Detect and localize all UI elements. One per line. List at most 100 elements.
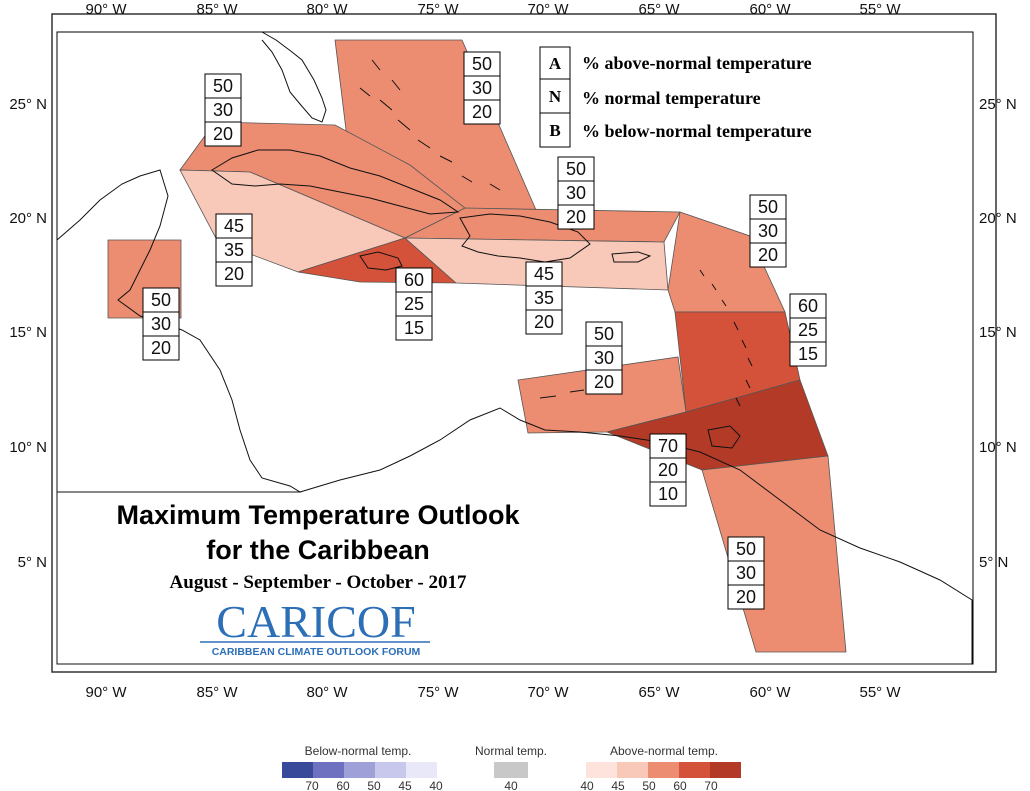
legend-above-label-40: 40: [580, 779, 594, 791]
key-letter-N: N: [549, 87, 562, 106]
lon-label-top-55: 55° W: [859, 1, 901, 18]
bahamas-islands: [359, 59, 501, 191]
key-letter-B: B: [549, 121, 560, 140]
trinidad-island: [707, 425, 741, 449]
lon-label-bottom-85: 85° W: [196, 684, 238, 701]
prob-value-guianas-A: 50: [736, 539, 756, 559]
prob-value-cuba-B: 20: [213, 124, 233, 144]
lon-label-bottom-65: 65° W: [638, 684, 680, 701]
prob-cell-belize-A: [142, 287, 180, 313]
prob-value-jamaica-N: 25: [404, 294, 424, 314]
logo-subtitle: CARIBBEAN CLIMATE OUTLOOK FORUM: [212, 646, 421, 658]
prob-value-bahamas-A: 50: [472, 54, 492, 74]
lon-label-bottom-60: 60° W: [749, 684, 791, 701]
outlook-zones: [107, 39, 847, 653]
lon-label-bottom-55: 55° W: [859, 684, 901, 701]
lat-label-left-10: 10° N: [9, 439, 47, 456]
legend-above-60: [679, 762, 710, 778]
prob-cell-trinidad-tobago-N: [649, 457, 687, 483]
prob-cell-northern-leewards-A: [749, 194, 787, 220]
legend-below-title: Below-normal temp.: [305, 744, 412, 758]
key-text-below: % below-normal temperature: [582, 121, 812, 141]
key-B-cell: [539, 112, 571, 148]
lon-label-bottom-70: 70° W: [527, 684, 569, 701]
lesser-antilles-islands: [699, 269, 753, 407]
prob-value-belize-A: 50: [151, 290, 171, 310]
lat-label-right-5: 5° N: [979, 554, 1008, 571]
legend-above-40: [586, 762, 617, 778]
prob-cell-guianas-N: [727, 560, 765, 586]
prob-cell-turks-caicos-B: [557, 204, 595, 230]
prob-cell-hispaniola-puerto-rico-A: [525, 261, 563, 287]
puerto-rico-outline: [611, 251, 652, 263]
legend-below-45: [375, 762, 406, 778]
prob-value-guianas-N: 30: [736, 563, 756, 583]
prob-cell-turks-caicos-A: [557, 156, 595, 182]
lat-label-left-15: 15° N: [9, 324, 47, 341]
legend-below-label-45: 45: [398, 779, 412, 791]
prob-cell-northern-leewards-B: [749, 242, 787, 268]
prob-cell-windwards-B: [789, 341, 827, 367]
prob-value-cayman-N: 35: [224, 240, 244, 260]
key-N-cell: [539, 78, 571, 114]
legend-above-label-45: 45: [611, 779, 625, 791]
prob-cell-hispaniola-puerto-rico-B: [525, 309, 563, 335]
lat-label-right-10: 10° N: [979, 439, 1017, 456]
legend-above-70: [710, 762, 741, 778]
legend-normal-40: [494, 762, 528, 778]
legend-above-50: [648, 762, 679, 778]
lon-label-top-65: 65° W: [638, 1, 680, 18]
lon-label-top-90: 90° W: [85, 1, 127, 18]
key-A-cell: [539, 46, 571, 80]
probability-boxes: 50 30 20 50 30 20 50 30 20 45 35 20 60 25 15 45 35 20 50 30…: [142, 51, 827, 610]
jamaica-outline: [359, 251, 403, 271]
legend-above-label-60: 60: [673, 779, 687, 791]
hispaniola-outline: [459, 213, 591, 263]
prob-cell-turks-caicos-N: [557, 180, 595, 206]
prob-cell-cuba-N: [204, 97, 242, 123]
key-text-above: % above-normal temperature: [582, 53, 812, 73]
prob-value-bahamas-N: 30: [472, 78, 492, 98]
key-letter-A: A: [549, 54, 562, 73]
color-legend: Below-normal temp. Normal temp. Above-no…: [282, 744, 741, 791]
lon-label-top-60: 60° W: [749, 1, 791, 18]
prob-cell-cayman-N: [215, 237, 253, 263]
prob-value-northern-leewards-N: 30: [758, 221, 778, 241]
caricof-logo: CARICOF CARIBBEAN CLIMATE OUTLOOK FORUM: [200, 596, 430, 658]
prob-cell-windwards-N: [789, 317, 827, 343]
prob-value-windwards-N: 25: [798, 320, 818, 340]
legend-below-label-60: 60: [336, 779, 350, 791]
legend-above-title: Above-normal temp.: [610, 744, 718, 758]
legend-normal-title: Normal temp.: [475, 744, 547, 758]
prob-cell-cuba-A: [204, 73, 242, 99]
prob-cell-jamaica-B: [395, 315, 433, 341]
lon-label-bottom-75: 75° W: [417, 684, 459, 701]
key-box: A N B % above-normal temperature % norma…: [539, 46, 812, 148]
prob-cell-cayman-B: [215, 261, 253, 287]
lon-label-bottom-80: 80° W: [306, 684, 348, 701]
prob-value-trinidad-tobago-A: 70: [658, 436, 678, 456]
prob-value-hispaniola-puerto-rico-B: 20: [534, 312, 554, 332]
lat-label-right-25: 25° N: [979, 96, 1017, 113]
lon-label-top-80: 80° W: [306, 1, 348, 18]
prob-value-trinidad-tobago-N: 20: [658, 460, 678, 480]
prob-value-cayman-A: 45: [224, 216, 244, 236]
lon-label-top-85: 85° W: [196, 1, 238, 18]
legend-below-label-40: 40: [429, 779, 443, 791]
prob-value-northern-leewards-B: 20: [758, 245, 778, 265]
central-america-outline: [56, 169, 302, 493]
prob-cell-abc-islands-B: [585, 369, 623, 395]
prob-value-turks-caicos-B: 20: [566, 207, 586, 227]
map-title-line2: for the Caribbean: [206, 535, 430, 565]
prob-value-windwards-B: 15: [798, 344, 818, 364]
legend-above-label-50: 50: [642, 779, 656, 791]
prob-value-guianas-B: 20: [736, 587, 756, 607]
prob-cell-guianas-B: [727, 584, 765, 610]
prob-value-cayman-B: 20: [224, 264, 244, 284]
legend-normal-label-40: 40: [504, 779, 518, 791]
legend-below-70: [282, 762, 313, 778]
prob-cell-abc-islands-A: [585, 321, 623, 347]
prob-value-cuba-N: 30: [213, 100, 233, 120]
legend-below-60: [313, 762, 344, 778]
